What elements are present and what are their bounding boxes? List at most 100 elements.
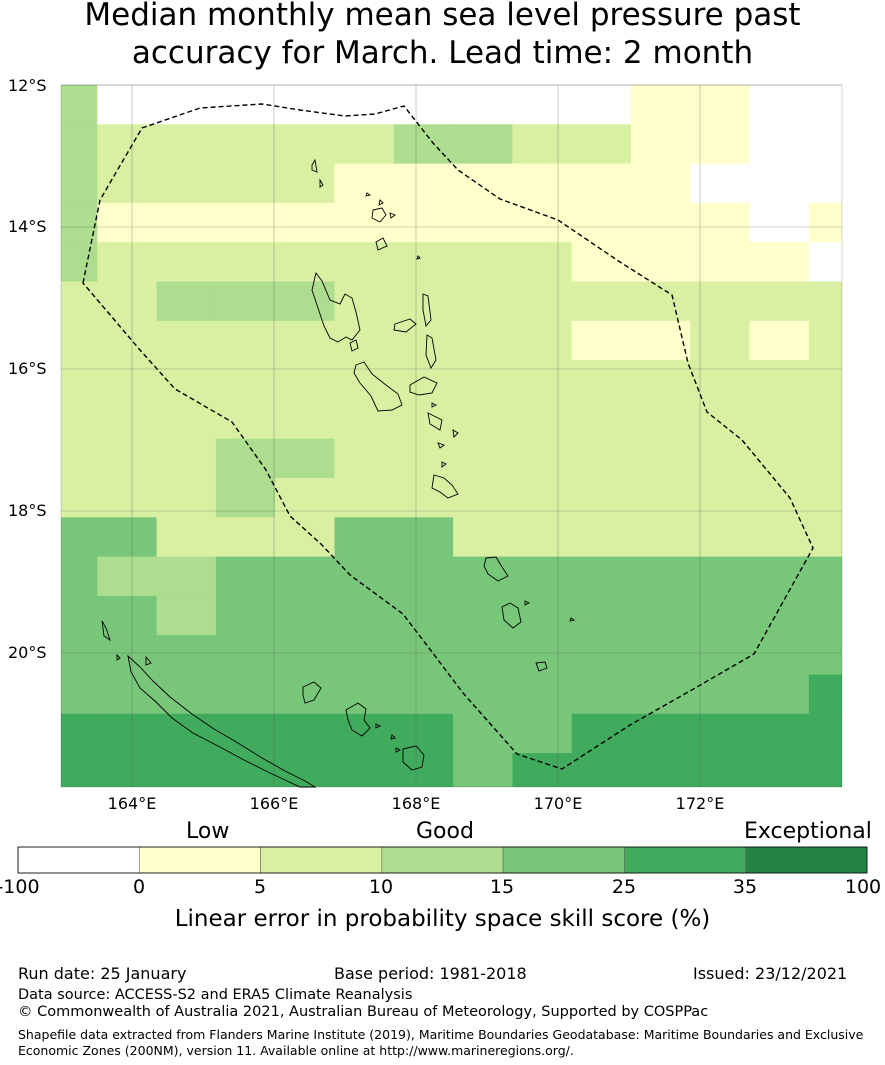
grid-cell (749, 281, 810, 322)
grid-cell (275, 399, 335, 440)
grid-cell (393, 202, 454, 243)
grid-cell (631, 320, 691, 361)
grid-cell (512, 320, 573, 361)
grid-cell (61, 595, 98, 636)
grid-cell (631, 753, 691, 787)
grid-cell (393, 478, 454, 518)
grid-cell (512, 399, 573, 440)
grid-cell (808, 438, 842, 479)
lon-label-170e: 170°E (533, 794, 583, 813)
grid-cell (215, 281, 276, 322)
shapefile-credit-line1: Shapefile data extracted from Flanders M… (18, 1027, 864, 1042)
grid-cell (97, 360, 158, 400)
grid-cell (334, 85, 395, 125)
category-exceptional: Exceptional (744, 819, 872, 844)
grid-cell (571, 556, 632, 597)
grid-cell (808, 281, 842, 322)
grid-cell (512, 674, 573, 715)
grid-cell (275, 320, 335, 361)
grid-cell (749, 556, 810, 597)
issued-date: Issued: 23/12/2021 (693, 964, 848, 983)
lon-label-168e: 168°E (391, 794, 441, 813)
grid-cell (512, 753, 573, 787)
grid-cell (156, 124, 217, 165)
grid-cell (690, 320, 751, 361)
grid-cell (156, 85, 217, 125)
grid-cell (631, 674, 691, 715)
grid-cell (275, 635, 335, 675)
grid-cell (156, 517, 217, 558)
grid-cell (97, 85, 158, 125)
grid-cell (215, 556, 276, 597)
grid-cell (808, 163, 842, 204)
grid-cell (334, 438, 395, 479)
grid-cell (571, 242, 632, 282)
grid-cell (334, 635, 395, 675)
grid-cell (690, 281, 751, 322)
grid-cell (631, 556, 691, 597)
grid-cell (334, 202, 395, 243)
colorbar-segment (17, 846, 140, 874)
eez-boundary (82, 103, 814, 770)
grid-cell (61, 517, 98, 558)
grid-cell (215, 242, 276, 282)
grid-cell (512, 713, 573, 754)
grid-cell (571, 517, 632, 558)
grid-cell (749, 753, 810, 787)
grid-cell (275, 713, 335, 754)
grid-cell (215, 360, 276, 400)
grid-cell (808, 202, 842, 243)
grid-cell (631, 242, 691, 282)
grid-cell (631, 517, 691, 558)
grid-cell (690, 438, 751, 479)
grid-cell (97, 674, 158, 715)
grid-cell (97, 635, 158, 675)
grid-cell (97, 438, 158, 479)
grid-cell (215, 635, 276, 675)
skill-grid-cells (61, 85, 842, 787)
grid-cell (61, 438, 98, 479)
grid-cell (156, 478, 217, 518)
grid-cell (215, 124, 276, 165)
grid-cell (156, 202, 217, 243)
grid-cell (512, 635, 573, 675)
grid-cell (156, 320, 217, 361)
grid-cell (393, 242, 454, 282)
grid-cell (215, 517, 276, 558)
category-low: Low (186, 819, 230, 844)
category-good: Good (416, 819, 474, 844)
grid-cell (393, 438, 454, 479)
grid-cell (512, 595, 573, 636)
grid-cell (631, 399, 691, 440)
grid-cell (393, 320, 454, 361)
skill-score-map (60, 84, 843, 788)
grid-cell (749, 517, 810, 558)
grid-cell (393, 399, 454, 440)
grid-cell (453, 753, 513, 787)
grid-cell (61, 556, 98, 597)
grid-cell (749, 85, 810, 125)
colorbar-tick-35: 35 (732, 876, 758, 898)
grid-cell (393, 517, 454, 558)
grid-cell (808, 635, 842, 675)
grid-cell (275, 242, 335, 282)
grid-cell (61, 635, 98, 675)
grid-cell (334, 753, 395, 787)
grid-cell (61, 478, 98, 518)
grid-cell (61, 320, 98, 361)
grid-cell (97, 753, 158, 787)
grid-cell (749, 595, 810, 636)
colorbar-frame (17, 846, 868, 874)
grid-cell (512, 242, 573, 282)
grid-cell (808, 242, 842, 282)
grid-cell (156, 399, 217, 440)
grid-cell (512, 85, 573, 125)
grid-cell (156, 163, 217, 204)
grid-cell (631, 438, 691, 479)
grid-cell (631, 713, 691, 754)
grid-cell (631, 595, 691, 636)
grid-cell (334, 360, 395, 400)
grid-cell (808, 85, 842, 125)
colorbar-tick-100: 100 (844, 876, 882, 898)
grid-cell (156, 242, 217, 282)
